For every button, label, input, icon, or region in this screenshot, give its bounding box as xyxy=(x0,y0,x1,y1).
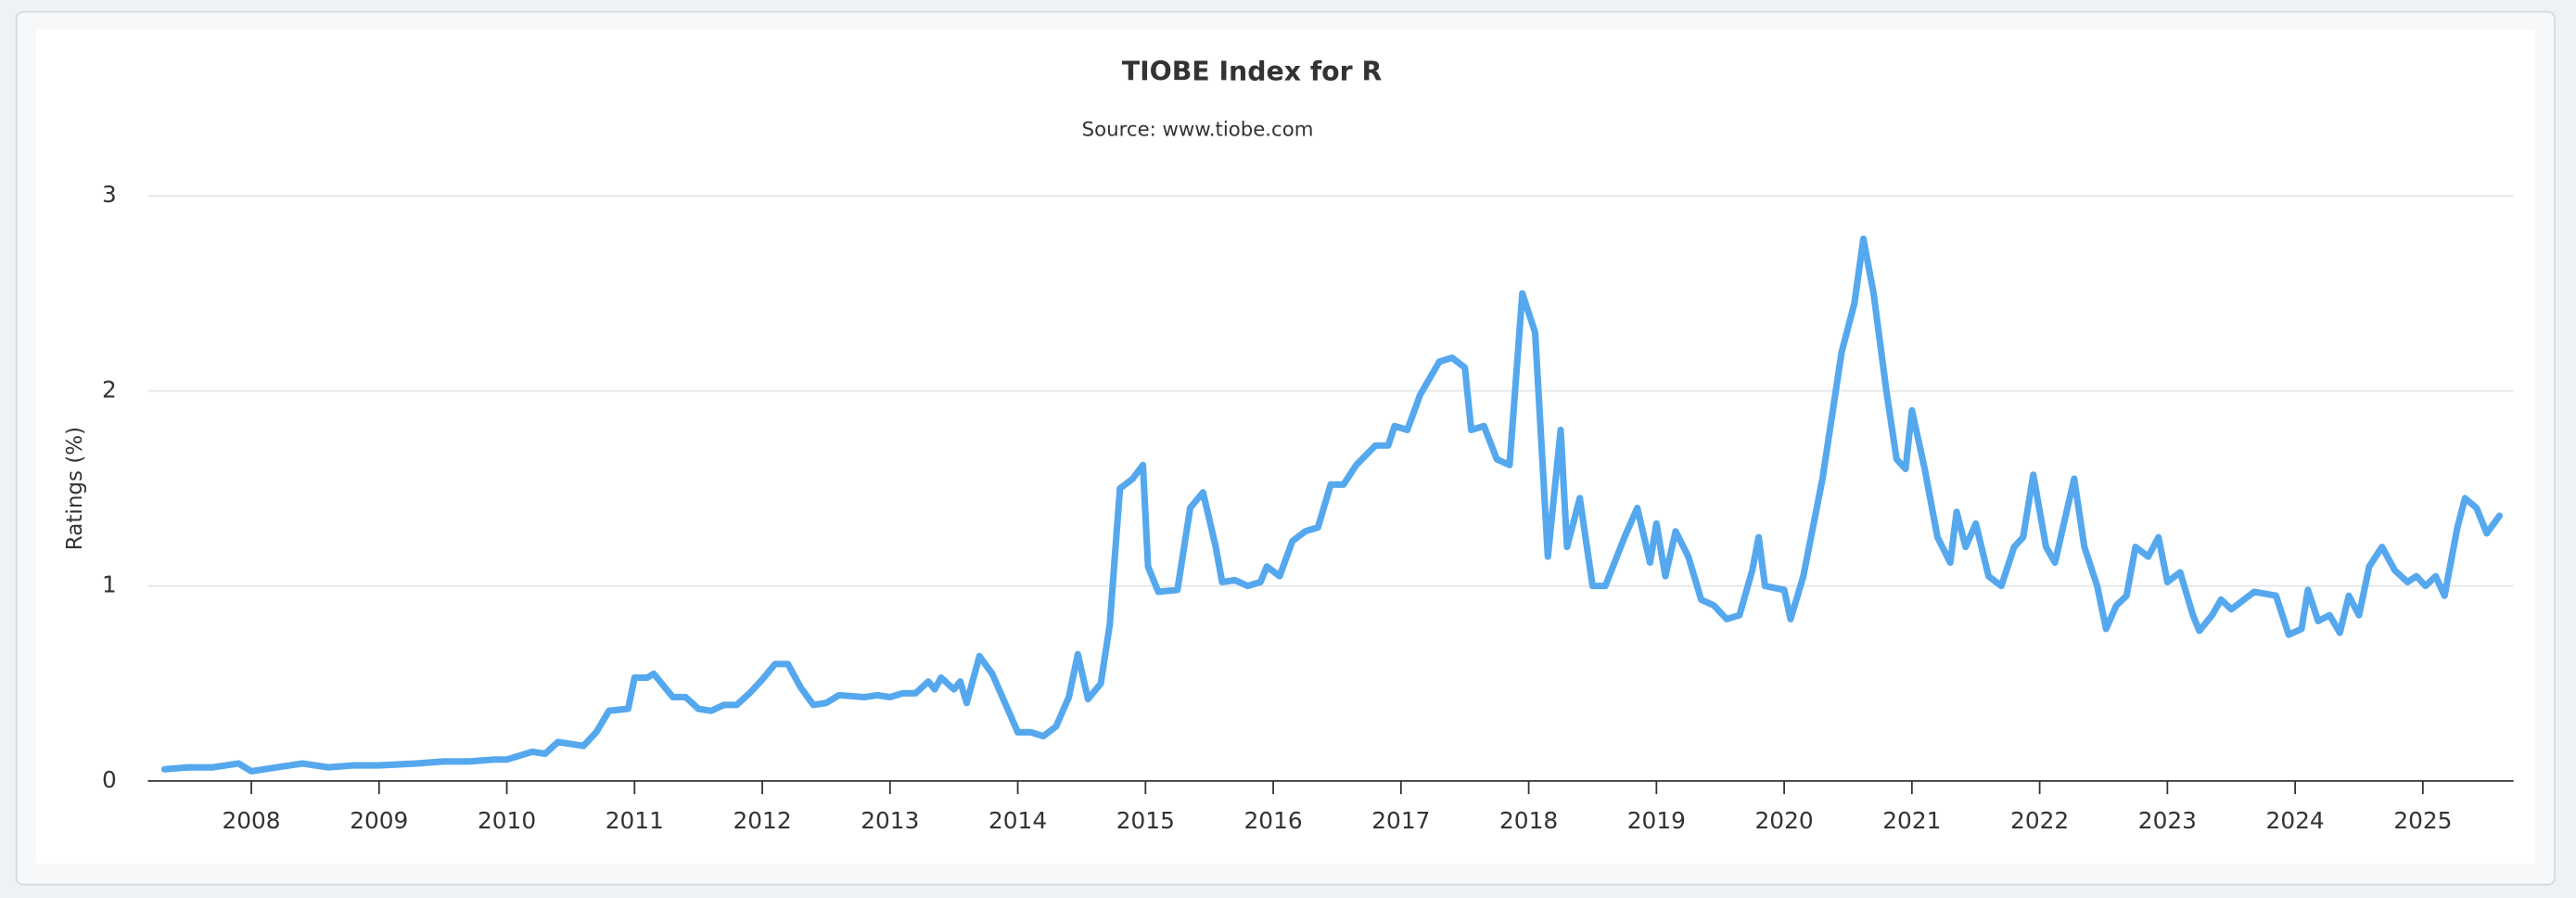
x-tick-label: 2008 xyxy=(222,807,280,834)
x-tick-label: 2022 xyxy=(2010,807,2069,834)
x-tick-label: 2016 xyxy=(1244,807,1303,834)
x-tick-label: 2009 xyxy=(350,807,408,834)
x-tick-label: 2018 xyxy=(1499,807,1558,834)
x-tick-label: 2014 xyxy=(988,807,1047,834)
chart-title: TIOBE Index for R xyxy=(1122,56,1383,86)
x-tick-label: 2012 xyxy=(733,807,791,834)
chart-subtitle: Source: www.tiobe.com xyxy=(1082,118,1314,141)
x-tick-label: 2023 xyxy=(2138,807,2197,834)
y-tick-label: 1 xyxy=(102,571,117,598)
data-line xyxy=(160,235,2504,775)
x-tick-label: 2024 xyxy=(2266,807,2325,834)
x-tick-label: 2015 xyxy=(1116,807,1175,834)
x-tick-label: 2019 xyxy=(1627,807,1686,834)
y-tick-label: 3 xyxy=(102,181,117,208)
x-tick-label: 2010 xyxy=(478,807,536,834)
plot-panel xyxy=(35,30,2535,864)
y-tick-label: 0 xyxy=(102,766,117,793)
y-axis-label: Ratings (%) xyxy=(63,427,87,550)
x-tick-label: 2011 xyxy=(606,807,664,834)
x-tick-label: 2021 xyxy=(1882,807,1941,834)
x-tick-label: 2017 xyxy=(1371,807,1430,834)
x-tick-label: 2020 xyxy=(1755,807,1814,834)
x-tick-label: 2025 xyxy=(2393,807,2452,834)
x-tick-label: 2013 xyxy=(861,807,919,834)
y-tick-label: 2 xyxy=(102,376,117,403)
